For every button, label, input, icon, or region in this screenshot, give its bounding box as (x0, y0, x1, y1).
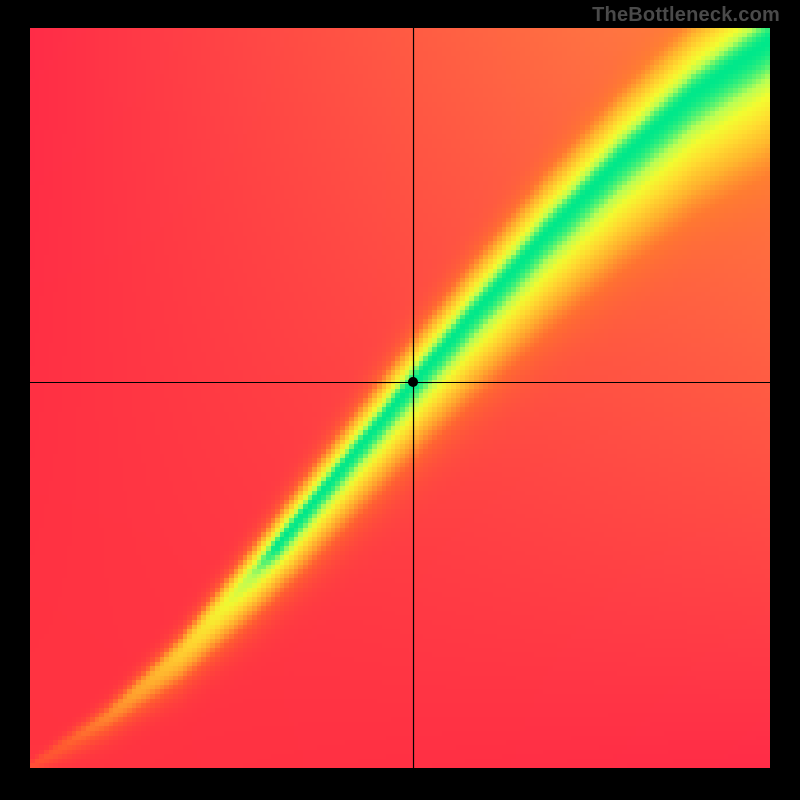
bottleneck-heatmap (30, 28, 770, 768)
watermark-text: TheBottleneck.com (592, 4, 780, 27)
figure-root: TheBottleneck.com (0, 0, 800, 800)
